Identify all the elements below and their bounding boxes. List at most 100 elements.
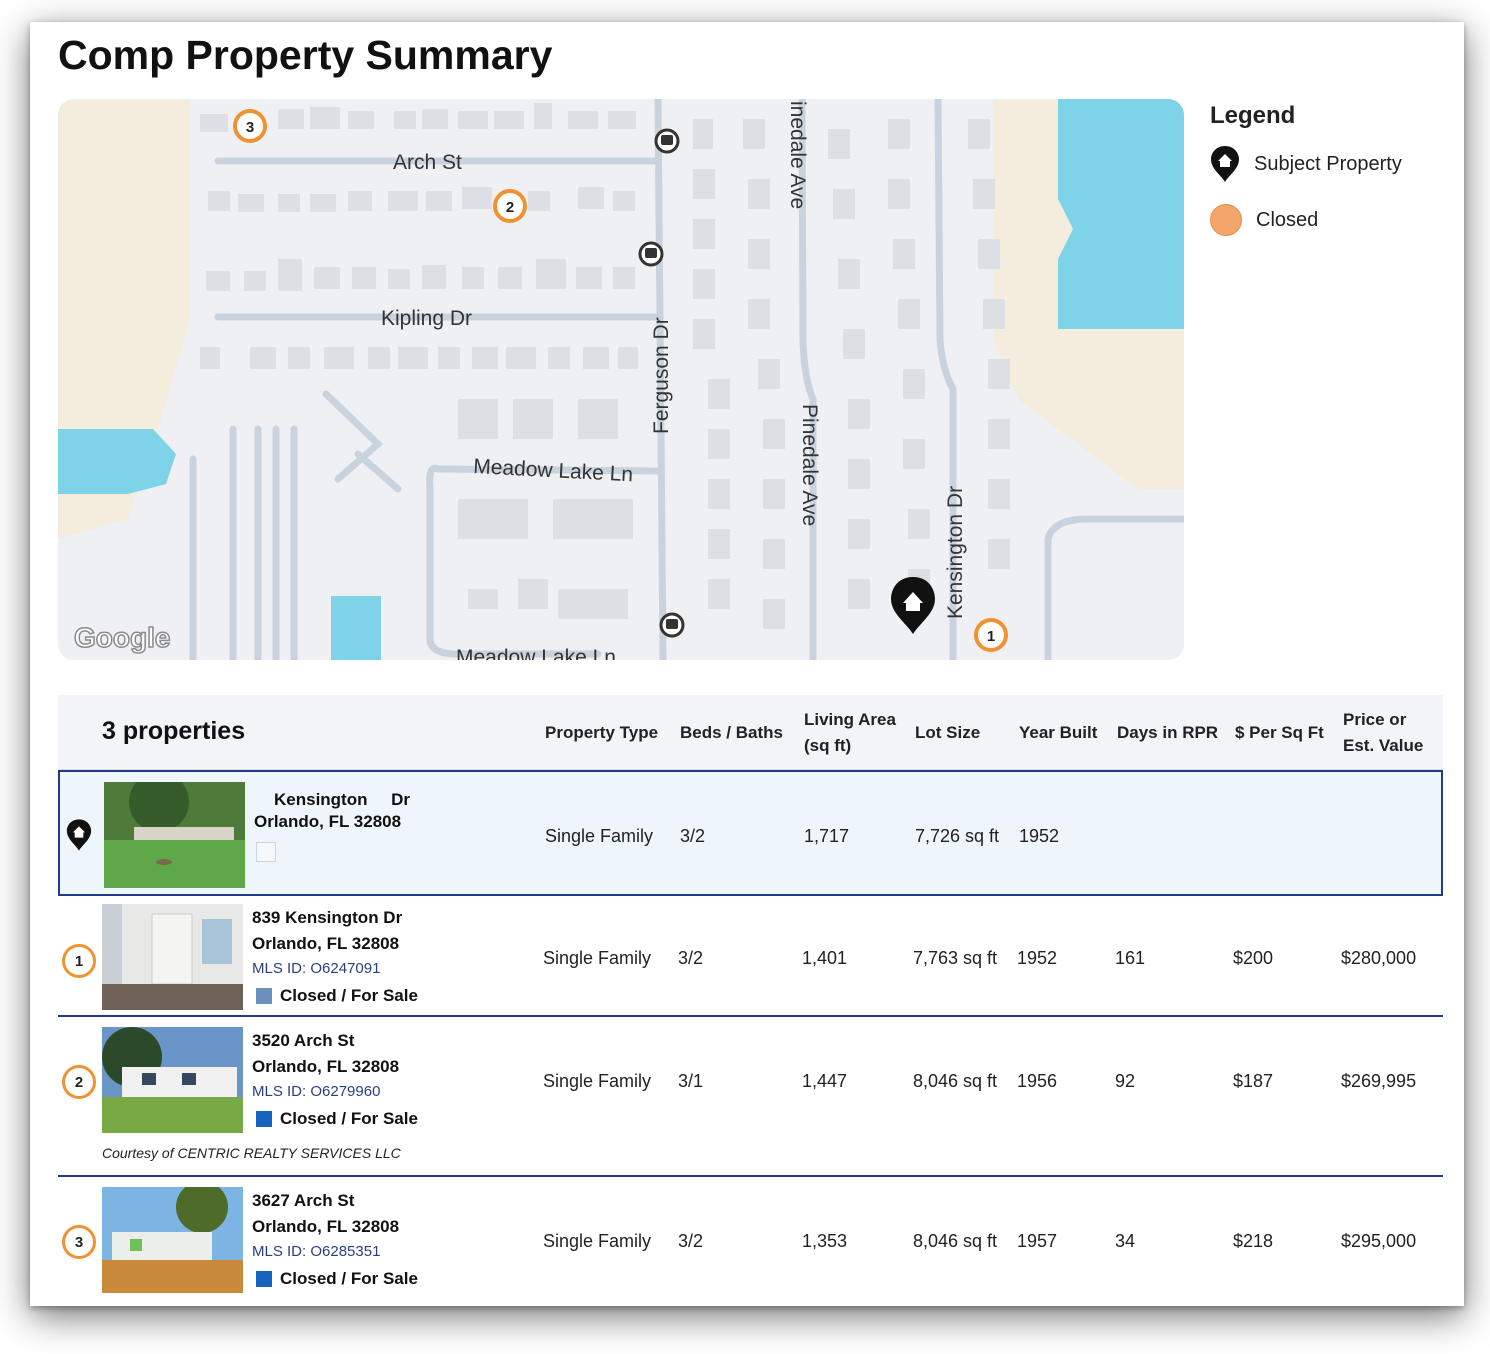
comp-beds: 3/2 xyxy=(678,1231,704,1251)
header-property-type: Property Type xyxy=(545,723,659,742)
svg-text:1: 1 xyxy=(987,628,995,645)
comp-city: Orlando, FL 32808 xyxy=(252,1217,400,1236)
header-price: Price or Est. Value xyxy=(1343,710,1424,755)
subject-city: Orlando, FL 32808 xyxy=(254,812,402,831)
comp-status: Closed / For Sale xyxy=(256,986,418,1006)
header-lot-size: Lot Size xyxy=(915,723,981,742)
google-attribution[interactable]: Google xyxy=(73,621,171,654)
listing-courtesy: Courtesy of CENTRIC REALTY SERVICES LLC xyxy=(102,1145,401,1161)
legend-label-closed: Closed xyxy=(1256,208,1319,231)
street-label-meadow-lake-2: Meadow Lake Ln xyxy=(456,646,616,660)
comp-area: 1,401 xyxy=(802,948,848,968)
comp-status: Closed / For Sale xyxy=(256,1269,418,1289)
comp-city: Orlando, FL 32808 xyxy=(252,934,400,953)
subject-property-pin-icon[interactable] xyxy=(891,577,935,634)
map-marker-2[interactable]: 2 xyxy=(493,189,527,223)
comp-lot: 7,763 sq ft xyxy=(913,948,998,968)
comp-photo[interactable] xyxy=(102,904,243,1010)
street-label-pinedale: Pinedale Ave xyxy=(798,404,821,526)
legend-item-subject: Subject Property xyxy=(1210,142,1450,186)
comp-marker-3: 3 xyxy=(62,1225,96,1259)
comp-type: Single Family xyxy=(543,1071,652,1091)
subject-photo[interactable] xyxy=(104,782,245,888)
comp-mls: MLS ID: O6247091 xyxy=(252,960,381,977)
comp-type: Single Family xyxy=(543,948,652,968)
comp-mls: MLS ID: O6285351 xyxy=(252,1243,381,1260)
comp-address[interactable]: 3520 Arch St xyxy=(252,1031,355,1050)
table-row[interactable]: 3 3627 Arch St Orlando, FL 32808 MLS ID:… xyxy=(58,1177,1443,1306)
legend-item-closed: Closed xyxy=(1210,198,1450,242)
legend-label-subject: Subject Property xyxy=(1254,152,1402,175)
subject-year: 1952 xyxy=(1019,826,1060,846)
comp-marker-2: 2 xyxy=(62,1065,96,1099)
comps-table: 3 properties Property Type Beds / Baths … xyxy=(58,695,1443,1306)
street-label-kipling: Kipling Dr xyxy=(381,307,472,330)
comp-area: 1,353 xyxy=(802,1231,848,1251)
map-legend: Legend Subject Property Closed xyxy=(1210,102,1450,242)
comp-area: 1,447 xyxy=(802,1071,848,1091)
header-living-area: Living Area (sq ft) xyxy=(804,710,896,755)
page-title: Comp Property Summary xyxy=(58,32,553,78)
comp-address[interactable]: 839 Kensington Dr xyxy=(252,908,403,927)
comp-ppsf: $187 xyxy=(1233,1071,1274,1091)
subject-area: 1,717 xyxy=(804,826,850,846)
table-row[interactable]: 2 3520 Arch St Orlando, FL 32808 MLS ID:… xyxy=(58,1017,1443,1177)
header-year-built: Year Built xyxy=(1019,723,1098,742)
comp-year: 1956 xyxy=(1017,1071,1058,1091)
street-label-arch: Arch St xyxy=(393,151,462,174)
comp-year: 1957 xyxy=(1017,1231,1058,1251)
report-card: Comp Property Summary xyxy=(30,22,1464,1306)
bus-stop-icon xyxy=(638,241,664,267)
map-marker-1[interactable]: 1 xyxy=(974,618,1008,652)
comp-days: 161 xyxy=(1115,948,1146,968)
comp-beds: 3/2 xyxy=(678,948,704,968)
header-price-per-sqft: $ Per Sq Ft xyxy=(1235,723,1324,742)
subject-beds: 3/2 xyxy=(680,826,706,846)
street-label-pinedale-top: inedale Ave xyxy=(786,101,809,209)
comp-lot: 8,046 sq ft xyxy=(913,1071,998,1091)
street-label-kensington: Kensington Dr xyxy=(944,486,967,619)
closed-dot-icon xyxy=(1210,204,1242,236)
table-header: 3 properties Property Type Beds / Baths … xyxy=(58,695,1443,770)
subject-type: Single Family xyxy=(545,826,654,846)
header-beds-baths: Beds / Baths xyxy=(680,723,783,742)
comp-lot: 8,046 sq ft xyxy=(913,1231,998,1251)
subject-checkbox[interactable] xyxy=(256,842,276,862)
subject-street: Kensington Dr xyxy=(274,790,411,809)
subject-row[interactable]: Kensington Dr Orlando, FL 32808 Single F… xyxy=(58,770,1443,896)
comp-marker-1: 1 xyxy=(62,944,96,978)
status-square-icon xyxy=(256,1111,272,1127)
comp-photo[interactable] xyxy=(102,1187,243,1293)
comp-address[interactable]: 3627 Arch St xyxy=(252,1191,355,1210)
comp-photo[interactable] xyxy=(102,1027,243,1133)
street-label-ferguson: Ferguson Dr xyxy=(650,317,673,434)
map-marker-3[interactable]: 3 xyxy=(233,109,267,143)
subject-pin-icon xyxy=(1211,146,1239,182)
bus-stop-icon xyxy=(659,612,685,638)
legend-title: Legend xyxy=(1210,102,1296,129)
comp-beds: 3/1 xyxy=(678,1071,704,1091)
comp-days: 34 xyxy=(1115,1231,1136,1251)
comp-type: Single Family xyxy=(543,1231,652,1251)
comp-mls: MLS ID: O6279960 xyxy=(252,1083,381,1100)
comp-ppsf: $200 xyxy=(1233,948,1274,968)
svg-text:2: 2 xyxy=(506,199,514,216)
comp-price: $280,000 xyxy=(1341,948,1417,968)
property-count: 3 properties xyxy=(102,717,246,745)
comps-map[interactable]: Arch St Kipling Dr Meadow Lake Ln Meadow… xyxy=(58,99,1184,660)
comp-price: $269,995 xyxy=(1341,1071,1417,1091)
comp-city: Orlando, FL 32808 xyxy=(252,1057,400,1076)
header-days-in-rpr: Days in RPR xyxy=(1117,723,1219,742)
status-square-icon xyxy=(256,1271,272,1287)
status-square-icon xyxy=(256,988,272,1004)
subject-lot: 7,726 sq ft xyxy=(915,826,1000,846)
bus-stop-icon xyxy=(654,128,680,154)
comp-status: Closed / For Sale xyxy=(256,1109,418,1129)
table-row[interactable]: 1 839 Kensington Dr Orlando, FL 32808 ML… xyxy=(58,896,1443,1017)
map-canvas[interactable]: Arch St Kipling Dr Meadow Lake Ln Meadow… xyxy=(58,99,1184,660)
comp-days: 92 xyxy=(1115,1071,1136,1091)
comp-year: 1952 xyxy=(1017,948,1058,968)
comp-price: $295,000 xyxy=(1341,1231,1417,1251)
comp-ppsf: $218 xyxy=(1233,1231,1274,1251)
subject-pin-icon xyxy=(66,819,92,851)
